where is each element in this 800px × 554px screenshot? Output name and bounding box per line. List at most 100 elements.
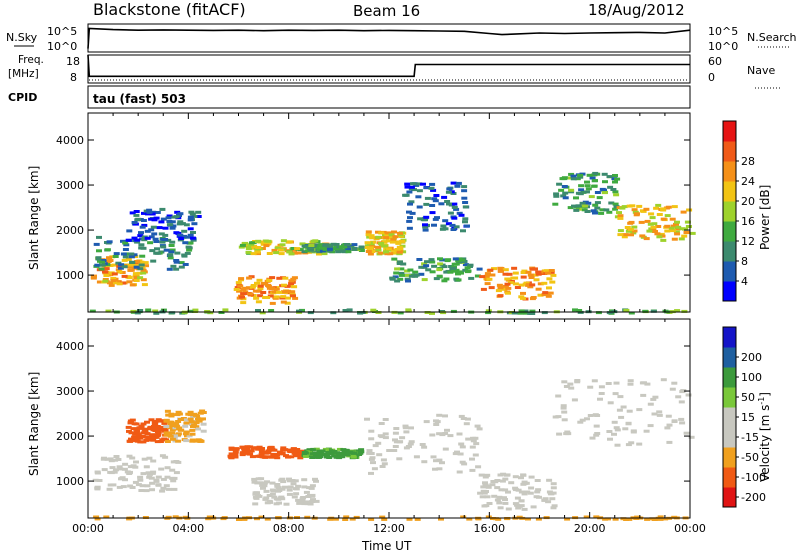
data-cell-2 [179,222,186,226]
data-cell-9 [535,287,542,291]
data-cell-12 [370,308,377,312]
data-cell-9 [593,515,600,519]
data-cell-9 [583,515,590,519]
data-cell-9 [342,518,349,521]
data-cell-5 [347,450,354,454]
data-cell-3 [242,286,249,290]
data-cell-9 [546,286,552,290]
data-cell-4 [312,239,319,243]
data-cell-3 [240,292,247,296]
data-cell-9 [368,517,375,521]
data-cell-3 [255,289,262,293]
data-cell-11 [625,229,632,233]
data-cell-8 [429,211,436,215]
y-tick-label: 1000 [56,269,84,282]
data-cell-2 [178,237,185,241]
data-cell-0 [158,467,165,471]
data-cell-2 [177,233,184,237]
data-cell-0 [164,475,171,479]
data-cell-11 [663,206,670,210]
data-cell-11 [656,235,663,239]
data-cell-7 [453,262,460,266]
data-cell-0 [90,276,97,280]
data-cell-2 [132,222,139,226]
data-cell-7 [418,265,425,269]
data-cell-12 [153,311,160,315]
data-cell-8 [618,415,625,419]
data-cell-9 [535,272,542,276]
data-cell-10 [586,173,593,177]
data-cell-10 [553,192,560,196]
data-cell-7 [482,475,489,479]
data-cell-0 [140,271,147,275]
data-cell-8 [450,181,457,185]
date-label: 18/Aug/2012 [588,1,685,19]
data-cell-8 [625,443,632,447]
data-cell-4 [303,490,310,494]
data-cell-8 [605,382,612,385]
data-cell-0 [132,272,139,276]
data-cell-1 [173,267,180,271]
data-cell-8 [434,216,440,220]
data-cell-4 [245,250,252,254]
data-cell-9 [564,517,571,521]
data-cell-6 [376,453,383,457]
data-cell-0 [106,487,113,491]
data-cell-8 [568,386,575,390]
data-cell-2 [165,216,172,220]
data-cell-6 [391,230,397,234]
data-cell-0 [115,280,122,284]
data-cell-9 [205,517,212,521]
x-tick-label: 16:00 [473,522,505,535]
data-cell-1 [148,426,155,430]
data-cell-0 [140,268,147,272]
data-cell-7 [478,473,485,477]
y-tick-label: 1000 [56,475,84,488]
data-cell-9 [501,287,508,291]
power-colorbar-label: Power [dB] [758,185,772,250]
data-cell-9 [532,267,538,271]
data-cell-8 [678,417,685,421]
data-cell-8 [622,427,629,431]
data-cell-8 [656,413,663,417]
data-cell-0 [149,481,156,485]
frequency-line-layer [87,54,690,78]
data-cell-0 [92,478,99,482]
data-cell-4 [301,502,308,506]
data-cell-3 [243,449,250,453]
data-cell-10 [562,196,569,200]
data-cell-3 [276,276,283,280]
data-cell-8 [560,406,567,410]
data-cell-1 [157,440,164,443]
data-cell-10 [599,187,606,191]
data-cell-7 [441,279,448,283]
data-cell-12 [268,309,275,312]
data-cell-2 [168,414,175,418]
data-cell-8 [423,215,430,219]
data-cell-3 [284,284,291,288]
data-cell-8 [671,420,678,423]
data-cell-7 [505,507,512,511]
data-cell-5 [351,246,358,250]
data-cell-2 [171,215,178,219]
data-cell-5 [304,249,311,253]
data-cell-9 [542,291,549,295]
data-cell-8 [433,194,440,197]
data-cell-0 [109,255,116,259]
data-cell-2 [149,212,156,216]
data-cell-9 [530,296,537,299]
data-cell-6 [393,427,400,430]
data-cell-0 [155,483,162,487]
power-colorbar: 4 8 12 16 20 24 28 [722,120,755,302]
data-cell-3 [266,286,273,290]
data-cell-2 [188,420,195,424]
data-cell-6 [365,250,372,253]
data-cell-4 [258,477,265,481]
data-cell-0 [159,454,166,458]
data-cell-5 [307,454,314,458]
data-cell-8 [650,397,657,401]
data-cell-9 [505,291,511,295]
data-cell-9 [94,517,101,521]
velocity-colorbar-label-sup: -1 [757,397,766,405]
data-cell-2 [148,235,155,239]
